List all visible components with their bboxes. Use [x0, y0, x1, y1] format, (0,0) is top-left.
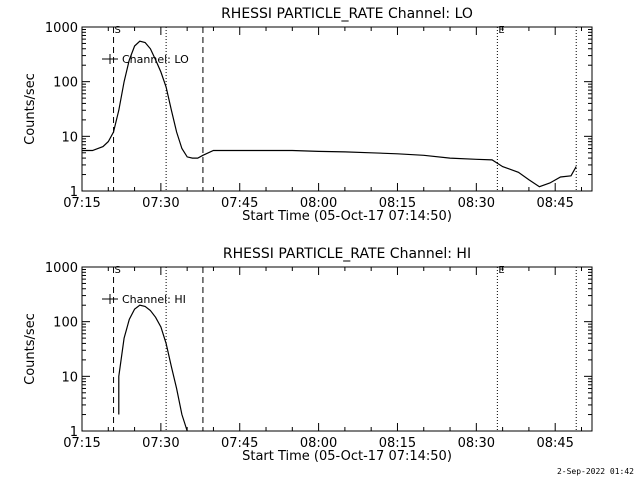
series-line: [118, 304, 188, 432]
y-tick-label: 1: [70, 425, 78, 440]
y-tick-label: 10: [61, 370, 78, 385]
x-tick-label: 07:15: [63, 436, 100, 451]
x-tick-label: 08:00: [300, 436, 337, 451]
y-tick-label: 1: [70, 185, 78, 200]
x-axis-label: Start Time (05-Oct-17 07:14:50): [242, 209, 452, 224]
chart-title: RHESSI PARTICLE_RATE Channel: LO: [221, 6, 473, 22]
legend-label: Channel: HI: [122, 293, 186, 306]
x-tick-label: 08:30: [458, 436, 495, 451]
y-tick-label: 100: [53, 316, 78, 331]
y-tick-label: 10: [61, 130, 78, 145]
y-tick-label: 1000: [45, 21, 78, 36]
x-tick-label: 07:45: [221, 196, 258, 211]
x-tick-label: 08:15: [379, 436, 416, 451]
x-tick-label: 07:15: [63, 196, 100, 211]
x-tick-label: 08:15: [379, 196, 416, 211]
y-axis-label: Counts/sec: [23, 73, 38, 145]
chart-panel: RHESSI PARTICLE_RATE Channel: HI 1 10 100 10…: [23, 246, 593, 464]
x-tick-label: 07:30: [142, 436, 179, 451]
chart-title: RHESSI PARTICLE_RATE Channel: HI: [223, 246, 471, 262]
footer-timestamp: 2-Sep-2022 01:42: [556, 467, 634, 476]
x-tick-label: 08:45: [536, 196, 573, 211]
x-tick-label: 08:45: [536, 436, 573, 451]
marker-label: E: [498, 25, 504, 36]
plot-frame: [81, 266, 593, 432]
x-tick-label: 07:45: [221, 436, 258, 451]
marker-label: E: [498, 265, 504, 276]
marker-label: S: [115, 25, 121, 36]
y-tick-label: 1000: [45, 261, 78, 276]
plot-frame: [81, 26, 593, 192]
series-line: [82, 40, 577, 188]
y-axis-label: Counts/sec: [23, 313, 38, 385]
x-axis-label: Start Time (05-Oct-17 07:14:50): [242, 449, 452, 464]
x-tick-label: 08:00: [300, 196, 337, 211]
y-tick-label: 100: [53, 76, 78, 91]
chart-panel: RHESSI PARTICLE_RATE Channel: LO 1 10 100 10…: [23, 6, 593, 224]
x-tick-label: 08:30: [458, 196, 495, 211]
marker-label: S: [115, 265, 121, 276]
x-tick-label: 07:30: [142, 196, 179, 211]
